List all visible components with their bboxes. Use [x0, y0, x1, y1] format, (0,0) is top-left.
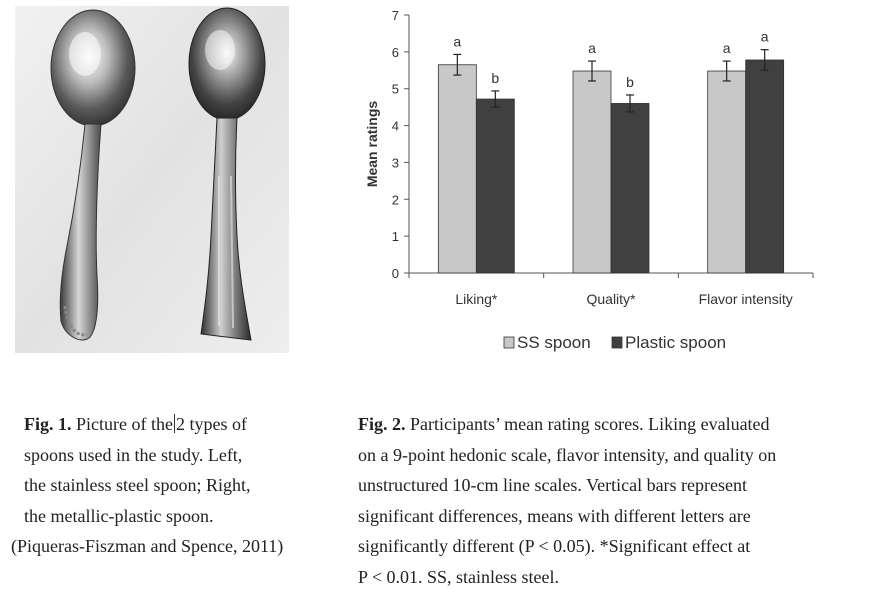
- figure1-caption: Fig. 1. Picture of the 2 types of spoons …: [11, 409, 283, 562]
- y-tick-label: 3: [392, 155, 399, 170]
- mean-ratings-bar-chart: 0 1 2 3 4 5 6 7 Mean ratings Liking* a b Quality* a b F…: [364, 8, 814, 352]
- figure1-line1-b: 2 types of: [175, 414, 247, 434]
- figure1-line4: the metallic-plastic spoon.: [24, 505, 214, 526]
- y-tick-label: 6: [392, 45, 399, 60]
- y-tick-label: 1: [392, 229, 399, 244]
- y-tick-label: 0: [392, 266, 399, 281]
- significance-letter: a: [761, 29, 769, 45]
- text-cursor: [173, 414, 175, 433]
- stainless-steel-spoon: [50, 9, 136, 341]
- x-tick-label: Quality*: [586, 291, 636, 307]
- significance-letter: b: [626, 74, 634, 90]
- figure2-line6: P < 0.01. SS, stainless steel.: [358, 566, 559, 587]
- x-tick-label: Liking*: [455, 291, 498, 307]
- figure2-line2: on a 9-point hedonic scale, flavor inten…: [358, 444, 777, 465]
- y-tick-label: 4: [392, 119, 399, 134]
- legend-label: Plastic spoon: [625, 333, 726, 352]
- legend-label: SS spoon: [517, 333, 591, 352]
- bar: [572, 70, 612, 274]
- figure2-line1: Participants’ mean rating scores. Liking…: [410, 414, 770, 434]
- bar: [610, 103, 650, 274]
- figure2-label: Fig. 2.: [358, 414, 406, 434]
- bar: [475, 98, 515, 274]
- figure2-line4: significant differences, means with diff…: [358, 505, 751, 526]
- y-tick-label: 7: [392, 8, 399, 23]
- bar: [745, 59, 785, 274]
- legend-swatch: [611, 336, 623, 349]
- bar: [437, 64, 477, 274]
- y-axis-label: Mean ratings: [364, 101, 380, 188]
- figure1-label: Fig. 1.: [24, 414, 72, 434]
- legend-swatch: [503, 336, 515, 349]
- figure2-line5: significantly different (P < 0.05). *Sig…: [358, 536, 751, 556]
- x-tick-label: Flavor intensity: [699, 291, 793, 307]
- figure1-source: (Piqueras-Fiszman and Spence, 2011): [11, 536, 284, 556]
- significance-letter: a: [588, 40, 596, 56]
- significance-letter: b: [491, 70, 499, 86]
- figure2-caption: Fig. 2. Participants’ mean rating scores…: [358, 409, 776, 592]
- y-tick-label: 2: [392, 192, 399, 207]
- spoons-photo: [15, 6, 289, 353]
- significance-letter: a: [723, 40, 731, 56]
- figure1-line1-a: Picture of the: [76, 414, 173, 434]
- y-tick-label: 5: [392, 82, 399, 97]
- figure2-line3: unstructured 10-cm line scales. Vertical…: [358, 475, 748, 495]
- figure1-line3: the stainless steel spoon; Right,: [24, 475, 251, 495]
- bar: [707, 70, 747, 274]
- metallic-plastic-spoon: [188, 7, 266, 341]
- significance-letter: a: [453, 33, 461, 49]
- figure1-line2: spoons used in the study. Left,: [24, 444, 243, 465]
